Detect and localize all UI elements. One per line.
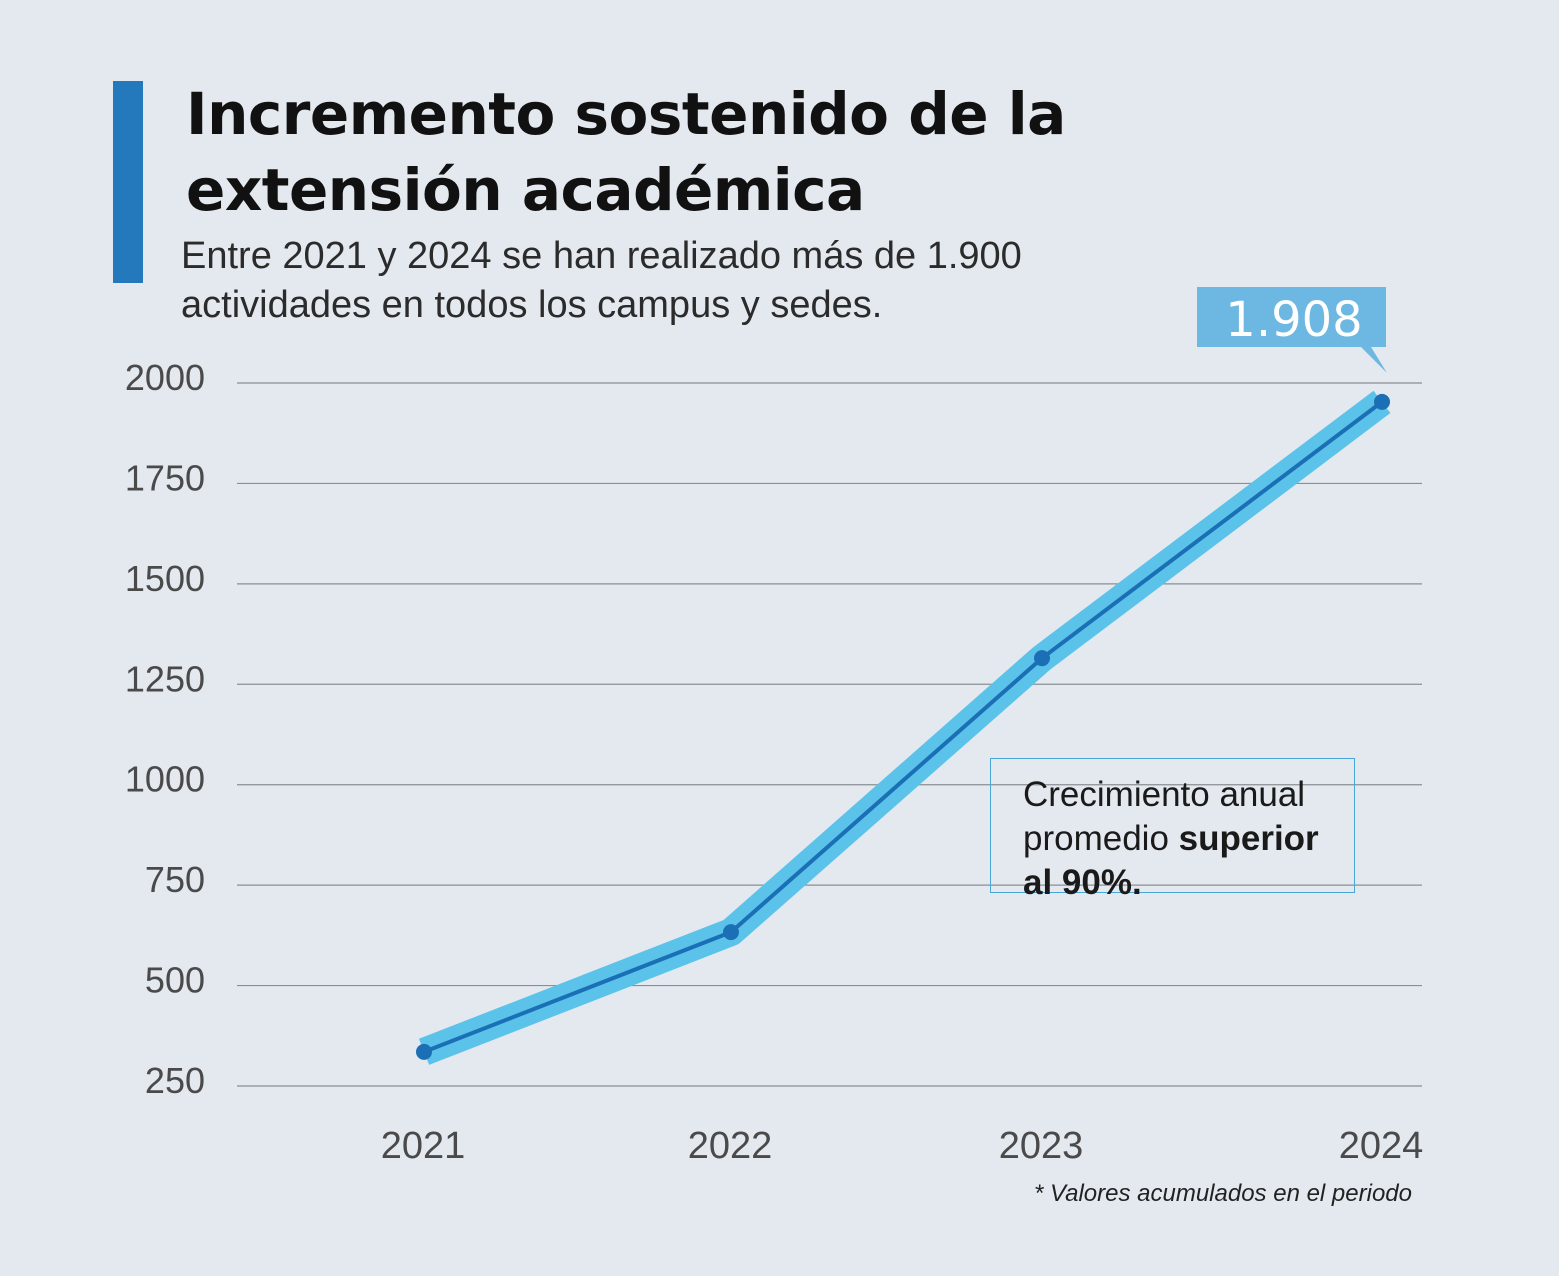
- callout-label: 1.908: [1225, 292, 1362, 348]
- x-tick-label: 2023: [999, 1125, 1084, 1167]
- note-text-line-1: Crecimiento anual: [1023, 775, 1306, 814]
- title-accent-bar: [113, 81, 143, 283]
- y-tick-label: 1250: [125, 658, 205, 699]
- series-band: [418, 390, 1391, 1065]
- data-point: [416, 1043, 432, 1060]
- data-point: [723, 924, 739, 941]
- footnote: * Valores acumulados en el periodo: [1033, 1180, 1412, 1207]
- chart-subtitle: Entre 2021 y 2024 se han realizado más d…: [181, 232, 1022, 330]
- note-bold-2: al 90%.: [1023, 863, 1142, 902]
- data-point: [1374, 393, 1390, 410]
- chart-title-line-2: extensión académica: [186, 156, 865, 224]
- y-tick-label: 2000: [125, 357, 205, 398]
- series-group: [416, 390, 1391, 1065]
- series-line: [423, 400, 1384, 1054]
- x-tick-label: 2022: [688, 1125, 773, 1167]
- y-tick-label: 750: [145, 859, 205, 900]
- chart-subtitle-line-1: Entre 2021 y 2024 se han realizado más d…: [181, 235, 1022, 277]
- note-bold-1: superior: [1178, 819, 1319, 858]
- x-tick-label: 2024: [1339, 1125, 1424, 1167]
- x-tick-label: 2021: [381, 1125, 466, 1167]
- grid-lines: [237, 382, 1422, 1087]
- chart-subtitle-line-2: actividades en todos los campus y sedes.: [181, 284, 883, 326]
- data-point: [1034, 650, 1050, 667]
- growth-note-box: Crecimiento anual promedio superior al 9…: [990, 758, 1355, 902]
- x-axis-ticks: 2021 2022 2023 2024: [381, 1125, 1424, 1167]
- callout-bubble: [1197, 287, 1387, 373]
- chart-title-line-1: Incremento sostenido de la: [186, 80, 1066, 148]
- value-callout: 1.908: [1197, 287, 1387, 373]
- y-tick-label: 1000: [125, 759, 205, 800]
- y-tick-label: 1500: [125, 558, 205, 599]
- y-tick-label: 500: [145, 960, 205, 1001]
- note-text-line-2: promedio: [1023, 819, 1179, 858]
- y-tick-label: 1750: [125, 457, 205, 498]
- y-tick-label: 250: [145, 1060, 205, 1101]
- y-axis-ticks: 2000 1750 1500 1250 1000 750 500 250: [125, 357, 205, 1101]
- chart-title: Incremento sostenido de la extensión aca…: [186, 76, 1066, 228]
